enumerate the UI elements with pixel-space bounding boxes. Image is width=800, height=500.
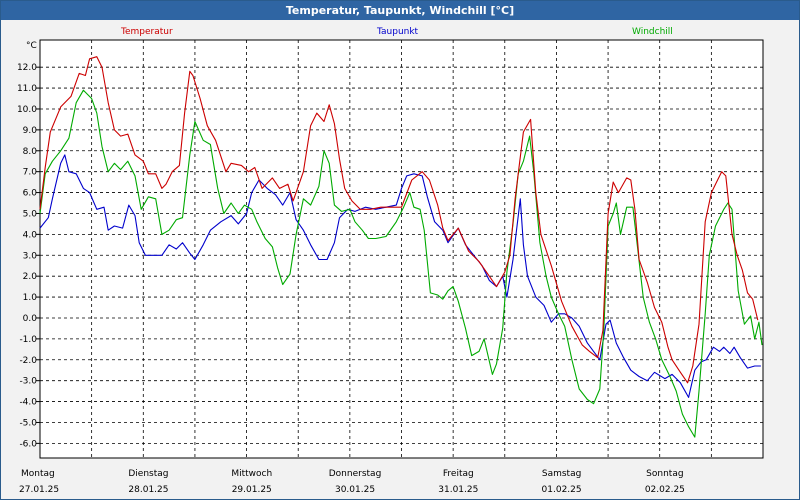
legend-taupunkt: Taupunkt	[376, 27, 419, 37]
y-axis: 12.0 11.0 10.0 9.0 8.0 7.0 6.0 5.0 4.0 3.0 2.0 1.0 0…	[17, 63, 40, 449]
x-day-label: Donnerstag	[329, 469, 382, 479]
series-line-windchill	[39, 89, 763, 438]
y-axis-label: °C	[26, 41, 37, 51]
y-tick-label: -6.0	[19, 439, 37, 449]
y-tick-label: 5.0	[23, 209, 38, 219]
y-tick-label: 3.0	[23, 251, 38, 261]
y-tick-label: 4.0	[23, 230, 38, 240]
x-day-label: Montag	[21, 469, 55, 479]
y-tick-label: 8.0	[23, 147, 38, 157]
y-tick-label: 7.0	[23, 168, 38, 178]
x-date-label: 01.02.25	[542, 485, 582, 495]
grid-lines	[40, 40, 763, 458]
x-day-label: Samstag	[542, 469, 581, 479]
y-tick-label: -1.0	[19, 335, 37, 345]
y-tick-label: 6.0	[23, 189, 38, 199]
x-date-label: 30.01.25	[335, 485, 375, 495]
x-date-label: 28.01.25	[128, 485, 168, 495]
y-tick-label: 12.0	[17, 63, 37, 73]
x-day-label: Mittwoch	[231, 469, 272, 479]
y-tick-label: 2.0	[23, 272, 38, 282]
y-tick-label: 1.0	[23, 293, 38, 303]
x-date-label: 27.01.25	[19, 485, 59, 495]
x-day-label: Freitag	[443, 469, 474, 479]
y-tick-label: -3.0	[19, 377, 37, 387]
y-tick-label: -2.0	[19, 356, 37, 366]
y-tick-label: 0.0	[23, 314, 38, 324]
series-line-temperatur	[39, 56, 759, 384]
y-tick-label: -5.0	[19, 418, 37, 428]
chart-title: Temperatur, Taupunkt, Windchill [°C]	[1, 1, 799, 20]
x-axis: Montag 27.01.25 Dienstag 28.01.25 Mittwoch 29…	[19, 469, 685, 495]
x-day-label: Dienstag	[128, 469, 168, 479]
y-tick-label: -4.0	[19, 398, 37, 408]
x-date-label: 29.01.25	[232, 485, 272, 495]
legend-temperatur: Temperatur	[120, 27, 173, 37]
y-tick-label: 11.0	[17, 84, 37, 94]
x-date-label: 02.02.25	[645, 485, 685, 495]
y-tick-label: 10.0	[17, 105, 37, 115]
y-tick-label: 9.0	[23, 126, 38, 136]
x-day-label: Sonntag	[646, 469, 683, 479]
x-date-label: 31.01.25	[438, 485, 478, 495]
series-group	[39, 56, 763, 438]
series-line-taupunkt	[39, 154, 761, 398]
legend-windchill: Windchill	[632, 27, 673, 37]
